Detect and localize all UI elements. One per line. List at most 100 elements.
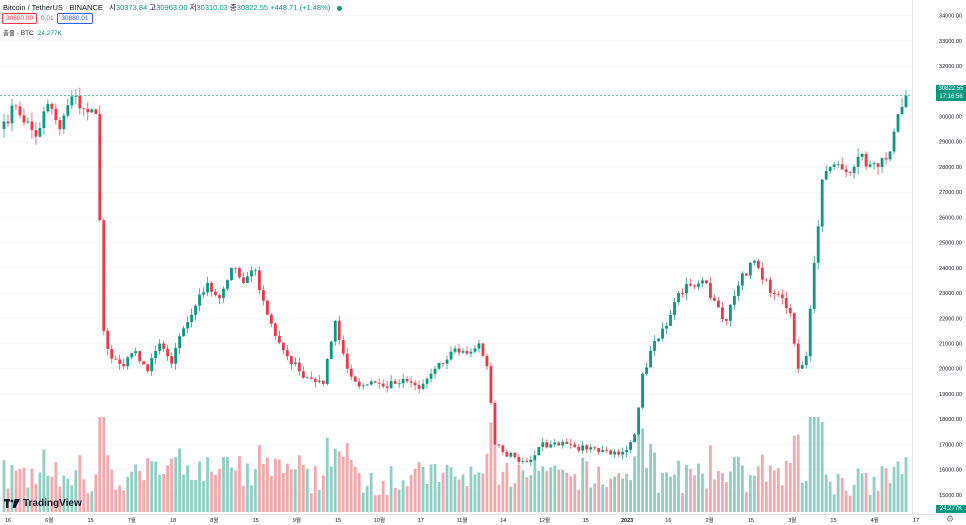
volume-legend[interactable]: 출줄 · BTC 24.277K [3,27,62,37]
candle-body [673,302,676,316]
volume-bar [30,468,34,512]
volume-bar [461,474,465,512]
candle-body [832,164,836,167]
candle-body [98,113,102,221]
volume-bar [305,469,309,512]
volume-bar [776,468,780,512]
candle-body [545,442,549,448]
volume-bar [868,494,872,512]
candle-body [54,108,58,121]
volume-bar [94,474,98,512]
volume-bar [102,417,106,512]
volume-bar [597,466,601,512]
volume-bar [677,460,680,512]
time-axis[interactable]: 16 6월 15 7월 18 8월 15 9월 15 10월 17 11월 14 12월 15 2023 16 2… [0,514,966,525]
candle-body [102,220,106,331]
brand-name: TradingView [23,498,82,509]
candle-body [880,158,884,167]
candle-body [273,323,277,336]
x-tick-label: 14 [500,518,506,524]
candle-body [764,279,768,281]
candle-body [369,381,373,385]
candle-body [234,267,237,269]
volume-bar [736,456,740,512]
volume-bar [465,486,469,512]
volume-bar [381,480,385,512]
candle-body [150,358,154,372]
candle-body [373,381,377,383]
y-tick-label: 17000.00 [939,442,962,448]
volume-bar [653,452,656,512]
candle-body [178,336,182,349]
y-tick-label: 15000.00 [939,493,962,499]
sell-button[interactable]: 30880.00 [2,13,38,24]
market-status-dot-icon[interactable] [337,5,343,11]
volume-bar [497,484,501,512]
price-axis[interactable]: 34000.0033000.0032000.0031000.0030000.00… [912,0,963,514]
symbol-title[interactable]: Bitcoin / TetherUS · BINANCE [3,3,103,12]
candle-body [202,292,205,295]
candle-body [218,295,221,299]
candle-body [118,359,122,364]
candle-body [242,277,245,283]
candle-body [617,451,621,455]
candle-body [709,283,712,298]
volume-bar [277,459,281,512]
volume-bar [206,457,209,512]
candle-body [581,445,585,451]
volume-bar [637,423,640,512]
volume-bar [872,476,876,512]
volume-bar [561,469,565,512]
candle-body [70,96,74,106]
y-tick-label: 28000.00 [939,165,962,171]
candle-body [705,280,708,284]
candle-body [721,307,724,320]
volume-bar [146,458,150,512]
candle-body [82,108,86,110]
volume-bar [54,461,58,512]
volume-bar [238,455,241,512]
y-tick-label: 29000.00 [939,140,962,146]
buy-button[interactable]: 30880.01 [57,13,93,24]
volume-bar [864,472,868,512]
volume-bar [445,464,449,512]
volume-bar [609,478,613,512]
y-tick-label: 20000.00 [939,367,962,373]
candle-body [30,121,34,131]
volume-bar [852,484,856,512]
candle-body [768,279,772,294]
tradingview-logo[interactable]: TradingView [4,498,82,509]
candle-body [461,351,465,353]
volume-bar [804,481,808,512]
x-tick-label: 15 [253,518,259,524]
candle-body [254,270,257,272]
volume-bar [325,437,329,512]
volume-bar [585,461,589,512]
volume-bar [401,480,405,512]
candle-body [701,280,704,284]
volume-bar [784,461,788,512]
candle-body [469,351,473,354]
volume-bar [816,417,820,512]
volume-bar [529,475,533,512]
candle-body [848,171,852,173]
volume-bar [709,445,712,512]
volume-bar [673,474,676,512]
volume-bar [601,484,605,512]
candle-body [146,364,150,372]
volume-bar [756,466,760,512]
bar-countdown: 17:16:56 [939,94,963,100]
volume-bar [441,472,445,512]
candle-body [78,96,82,109]
candle-body [126,357,130,367]
volume-bar [170,458,174,512]
y-tick-label: 30000.00 [939,114,962,120]
candle-body [665,325,668,329]
candle-body [800,365,804,369]
candle-body [317,380,321,382]
gear-icon[interactable]: ⚙ [946,514,955,524]
candle-body [425,378,429,384]
x-tick-label: 2월 [706,516,714,524]
candle-body [162,343,166,349]
